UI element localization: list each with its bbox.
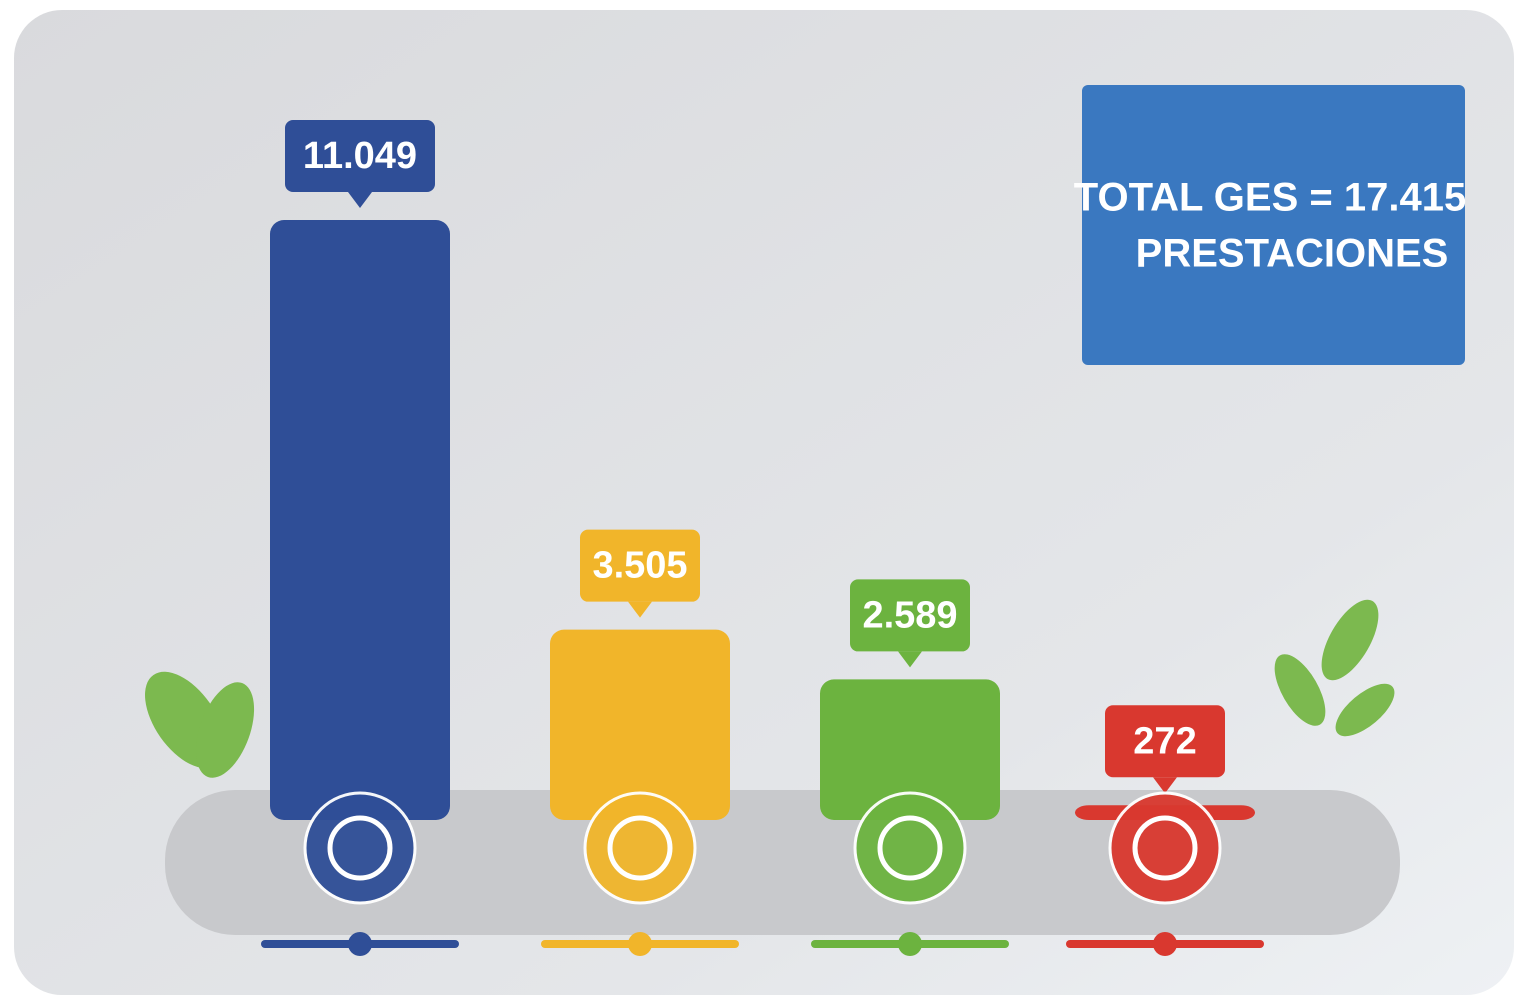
total-line: TOTAL GES = 17.415	[1074, 176, 1466, 220]
bubble-pointer	[348, 192, 372, 208]
value-label: 3.505	[592, 545, 687, 587]
total-box	[1082, 85, 1465, 365]
icon-inner	[607, 815, 673, 881]
leaf-right	[1274, 599, 1395, 737]
icon-inner	[327, 815, 393, 881]
value-label: 2.589	[862, 594, 957, 636]
bubble-pointer	[628, 601, 652, 618]
bar	[820, 679, 1000, 820]
track-dot	[628, 932, 652, 956]
icon-circle	[1108, 791, 1222, 905]
icon-inner	[1132, 815, 1198, 881]
icon-inner	[877, 815, 943, 881]
track-dot	[898, 932, 922, 956]
total-line: PRESTACIONES	[1136, 232, 1449, 276]
leaf-left	[145, 671, 255, 778]
track-dot	[348, 932, 372, 956]
bar	[550, 629, 730, 820]
value-label: 11.049	[303, 135, 417, 177]
track-dot	[1153, 932, 1177, 956]
icon-circle	[303, 791, 417, 905]
bar	[270, 220, 450, 820]
value-bubble	[850, 579, 970, 652]
value-bubble	[580, 529, 700, 602]
icon-circle	[853, 791, 967, 905]
bubble-pointer	[1153, 777, 1177, 794]
platform	[165, 790, 1400, 935]
value-bubble	[285, 120, 435, 192]
value-label: 272	[1133, 720, 1196, 762]
icon-circle	[583, 791, 697, 905]
value-bubble	[1105, 705, 1225, 778]
bubble-pointer	[898, 651, 922, 668]
